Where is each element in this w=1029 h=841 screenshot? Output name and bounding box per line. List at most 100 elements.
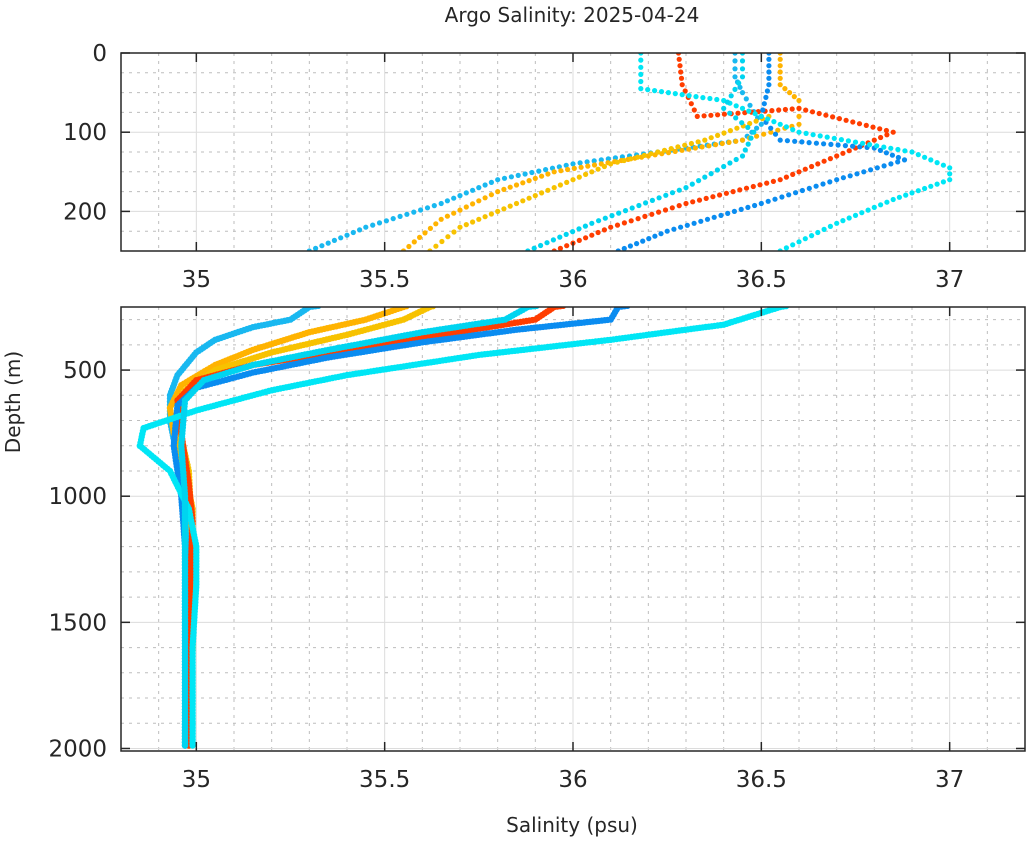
data-point [636,202,642,209]
data-point [815,161,821,167]
data-point [649,197,656,203]
data-point [444,198,450,204]
series-profile-4 [551,53,896,251]
data-point [538,242,544,249]
data-point [501,206,507,212]
data-point [732,58,738,64]
series-profile-6 [136,307,790,749]
data-point [596,218,602,224]
data-point [411,209,417,215]
data-point [725,210,731,216]
data-point [678,224,684,230]
data-point [827,179,833,185]
data-point [634,241,640,247]
data-point [645,87,651,93]
data-point [602,215,608,221]
data-point [721,130,727,136]
data-point [765,198,771,204]
data-point [640,238,646,244]
data-point [621,245,627,251]
data-point [686,146,692,152]
data-point [682,142,688,148]
data-point [840,218,846,224]
data-point [761,131,767,137]
data-point [861,169,867,175]
data-point [457,193,463,199]
data-point [601,227,608,233]
data-point [439,238,445,245]
data-point [682,88,688,94]
data-point [563,231,569,237]
data-point [731,208,738,214]
data-point [775,127,781,133]
data-point [846,215,852,221]
data-point [397,213,403,219]
data-point [783,174,790,180]
data-point [543,167,549,173]
data-point [770,178,777,184]
data-point [834,177,840,183]
data-point [772,131,779,137]
series-profile-3 [427,113,772,251]
data-point [859,210,865,216]
data-point [557,245,564,251]
data-point [708,112,714,118]
data-point [730,189,736,195]
data-point [754,125,760,131]
data-point [463,204,469,210]
data-point [700,95,706,101]
data-point [551,185,557,191]
data-point [565,166,571,173]
data-point [768,125,774,131]
x-tick-label: 36.5 [736,267,787,293]
data-point [545,171,551,177]
data-point [557,234,563,240]
data-point [545,187,551,193]
data-point [834,153,840,159]
data-point [895,146,901,153]
data-point [821,158,827,164]
data-point [727,128,734,134]
data-point [658,89,665,95]
data-point [595,229,601,236]
data-point [868,167,874,173]
data-point [669,190,676,196]
data-point [777,56,783,62]
data-point [751,129,757,135]
data-point [331,237,337,243]
data-point [325,240,331,246]
data-point [482,214,488,220]
data-point [714,167,721,173]
data-point [753,118,759,124]
data-point [852,212,859,218]
data-point [507,203,513,209]
data-point [727,160,733,166]
data-point [495,189,501,195]
data-point [733,156,739,163]
data-point [883,127,890,134]
data-point [777,177,783,183]
data-point [715,112,721,118]
data-point [870,124,876,130]
data-point [684,222,690,228]
data-point [715,132,721,138]
data-point [750,183,756,190]
data-point [570,161,576,167]
data-point [772,196,778,202]
data-point [803,130,809,136]
data-point [605,156,611,162]
series-profile-7 [178,307,540,749]
data-point [752,111,758,117]
data-point [901,157,908,163]
data-point [840,150,846,156]
data-point [513,200,520,207]
data-point [732,86,738,92]
data-point [714,96,720,103]
data-point [676,203,682,209]
data-point [656,195,662,201]
data-point [707,95,713,102]
upper-panel: 35 35.5 36 36.5 37 0 100 200 [63,41,1026,293]
data-point [676,56,682,62]
data-point [488,179,494,185]
data-point [522,171,528,177]
